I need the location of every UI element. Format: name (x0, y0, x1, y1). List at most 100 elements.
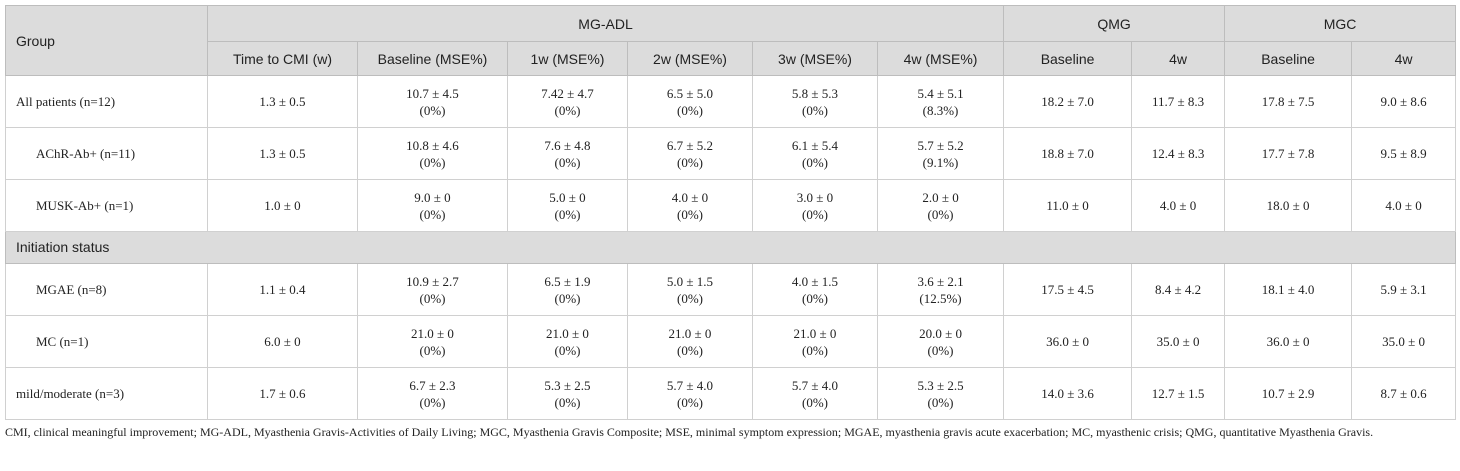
cell-mse: (0%) (419, 342, 446, 358)
cell-mse: (0%) (677, 394, 703, 410)
cell-mse: (0%) (554, 102, 581, 118)
cell-mse: (0%) (802, 154, 828, 170)
cell-mse: (0%) (927, 342, 954, 358)
table-row: MC (n=1) 6.0 ± 0 21.0 ± 0 (0%) 21.0 ± 0 (0… (5, 315, 1457, 368)
cell-qmg-baseline: 18.8 ± 7.0 (1003, 127, 1133, 180)
cell-mgc-4w: 5.9 ± 3.1 (1351, 263, 1457, 316)
table-row: All patients (n=12) 1.3 ± 0.5 10.7 ± 4.5… (5, 75, 1457, 128)
cell-mse: (0%) (677, 206, 703, 222)
cell-value: 7.6 ± 4.8 (544, 137, 591, 153)
cell-mse: (0%) (419, 290, 446, 306)
table-row: mild/moderate (n=3) 1.7 ± 0.6 6.7 ± 2.3(… (5, 367, 1457, 420)
cell-mgadl-4w: 2.0 ± 0 (0%) (876, 179, 1005, 232)
cell-value: 5.8 ± 5.3 (791, 85, 839, 101)
cell-time-to-cmi: 1.3 ± 0.5 (207, 75, 358, 128)
cell-time-to-cmi: 1.7 ± 0.6 (207, 367, 358, 420)
cell-qmg-4w: 8.4 ± 4.2 (1131, 263, 1226, 316)
cell-value: 6.5 ± 5.0 (666, 85, 714, 101)
header-mgadl: MG-ADL (206, 5, 1005, 42)
cell-value: 4.0 ± 0 (671, 189, 709, 205)
cell-mse: (0%) (554, 290, 581, 306)
cell-value: 7.42 ± 4.7 (541, 85, 594, 101)
cell-mgadl-3w: 4.0 ± 1.5 (0%) (752, 263, 878, 316)
header-mgc-baseline: Baseline (1224, 41, 1353, 76)
cell-mgc-4w: 4.0 ± 0 (1351, 179, 1457, 232)
header-mgc: MGC (1224, 5, 1457, 42)
cell-mgc-4w: 8.7 ± 0.6 (1351, 367, 1457, 420)
section-label: Initiation status (4, 231, 1457, 264)
cell-value: 5.7 ± 5.2 (917, 137, 964, 153)
cell-mse: (0%) (927, 206, 954, 222)
cell-mgadl-1w: 6.5 ± 1.9 (0%) (507, 263, 628, 316)
header-mgadl-3w: 3w (MSE%) (752, 41, 878, 76)
cell-value: 21.0 ± 0 (546, 325, 589, 341)
cell-mgadl-2w: 4.0 ± 0 (0%) (627, 179, 753, 232)
table-container: Group MG-ADL QMG MGC Time to CMI (w) Bas… (4, 5, 1457, 440)
cell-time-to-cmi: 1.3 ± 0.5 (207, 127, 358, 180)
cell-mgadl-baseline: 6.7 ± 2.3 (0%) (357, 367, 508, 420)
cell-value: 6.5 ± 1.9 (544, 273, 591, 289)
header-qmg-baseline: Baseline (1003, 41, 1133, 76)
cell-mgadl-baseline: 10.8 ± 4.6 (0%) (357, 127, 508, 180)
cell-time-to-cmi: 1.0 ± 0 (207, 179, 358, 232)
cell-qmg-baseline: 11.0 ± 0 (1003, 179, 1133, 232)
cell-time-to-cmi: 1.1 ± 0.4 (207, 263, 358, 316)
cell-value: 2.0 ± 0 (922, 189, 959, 205)
cell-mse: (0%) (554, 154, 581, 170)
row-label: AChR-Ab+ (n=11) (5, 127, 208, 180)
cell-qmg-baseline: 36.0 ± 0 (1003, 315, 1133, 368)
cell-mgadl-1w: 7.42 ± 4.7 (0%) (507, 75, 628, 128)
cell-mgc-baseline: 17.8 ± 7.5 (1224, 75, 1353, 128)
cell-mse: (0%) (802, 206, 828, 222)
cell-mse: (0%) (419, 206, 446, 222)
cell-mse: (0%) (677, 342, 703, 358)
cell-mgadl-baseline: 10.7 ± 4.5 (0%) (357, 75, 508, 128)
cell-mgc-baseline: 17.7 ± 7.8 (1224, 127, 1353, 180)
row-label: MUSK-Ab+ (n=1) (5, 179, 208, 232)
row-label: MGAE (n=8) (5, 263, 208, 316)
cell-mgadl-2w: 5.0 ± 1.5 (0%) (627, 263, 753, 316)
cell-value: 10.7 ± 4.5 (406, 85, 459, 101)
header-qmg-4w: 4w (1131, 41, 1226, 76)
cell-qmg-4w: 12.4 ± 8.3 (1131, 127, 1226, 180)
cell-qmg-4w: 12.7 ± 1.5 (1131, 367, 1226, 420)
cell-mgadl-4w: 3.6 ± 2.1 (12.5%) (876, 263, 1005, 316)
cell-mgadl-3w: 6.1 ± 5.4 (0%) (752, 127, 878, 180)
table-row: MGAE (n=8) 1.1 ± 0.4 10.9 ± 2.7 (0%) 6.5 … (5, 263, 1457, 316)
cell-mgadl-4w: 5.7 ± 5.2 (9.1%) (876, 127, 1005, 180)
cell-value: 6.7 ± 5.2 (666, 137, 714, 153)
table-footnote: CMI, clinical meaningful improvement; MG… (5, 425, 1374, 439)
header-group: Group (5, 5, 208, 76)
cell-mgadl-4w: 20.0 ± 0 (0%) (876, 315, 1005, 368)
cell-mse: (0%) (677, 290, 703, 306)
cell-mse: (0%) (554, 206, 581, 222)
cell-value: 10.9 ± 2.7 (406, 273, 459, 289)
cell-mgadl-baseline: 9.0 ± 0 (0%) (357, 179, 508, 232)
cell-value: 3.6 ± 2.1 (917, 273, 964, 289)
cell-mgc-baseline: 18.0 ± 0 (1224, 179, 1353, 232)
cell-mgadl-2w: 6.7 ± 5.2 (0%) (627, 127, 753, 180)
cell-mse: (0%) (419, 102, 446, 118)
cell-value: 6.1 ± 5.4 (791, 137, 839, 153)
header-mgadl-2w: 2w (MSE%) (627, 41, 753, 76)
row-label: All patients (n=12) (5, 75, 208, 128)
cell-qmg-4w: 35.0 ± 0 (1131, 315, 1226, 368)
header-mgadl-1w: 1w (MSE%) (507, 41, 628, 76)
cell-value: 5.4 ± 5.1 (917, 85, 964, 101)
cell-value: 21.0 ± 0 (411, 325, 454, 341)
cell-mse: (0%) (802, 102, 828, 118)
cell-mgc-4w: 9.0 ± 8.6 (1351, 75, 1457, 128)
cell-qmg-baseline: 17.5 ± 4.5 (1003, 263, 1133, 316)
section-row: Initiation status (4, 231, 1457, 264)
cell-mgadl-3w: 5.8 ± 5.3 (0%) (752, 75, 878, 128)
cell-value: 5.0 ± 0 (549, 189, 586, 205)
cell-mse: (0%) (554, 342, 581, 358)
cell-mse: (0%) (677, 102, 703, 118)
cell-mse: (12.5%) (919, 290, 962, 306)
cell-qmg-4w: 11.7 ± 8.3 (1131, 75, 1226, 128)
header-time-to-cmi: Time to CMI (w) (207, 41, 358, 76)
cell-value: 9.0 ± 0 (414, 189, 451, 205)
cell-mgadl-3w: 5.7 ± 4.0 (0%) (752, 367, 878, 420)
cell-mgadl-1w: 7.6 ± 4.8 (0%) (507, 127, 628, 180)
cell-mgadl-4w: 5.4 ± 5.1 (8.3%) (876, 75, 1005, 128)
